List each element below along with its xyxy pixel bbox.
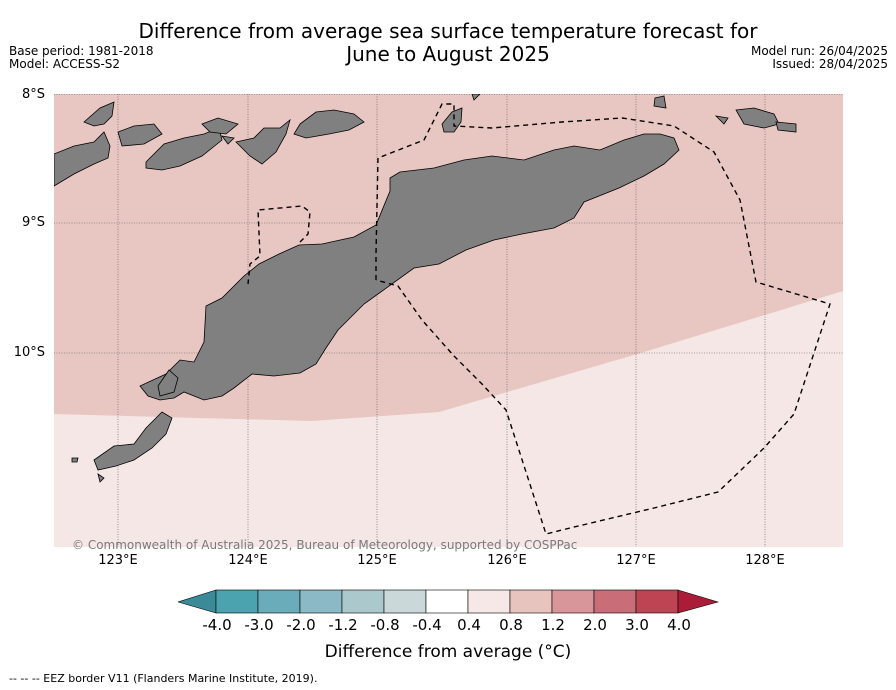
colorbar-extend-high <box>677 589 719 614</box>
alor-island-west <box>83 101 115 127</box>
lon-label-126e: 126°E <box>487 553 527 568</box>
flores-east <box>54 131 111 187</box>
eez-border <box>247 103 831 535</box>
island-k <box>471 94 481 101</box>
copyright-text: © Commonwealth of Australia 2025, Bureau… <box>72 538 578 552</box>
island-f <box>441 107 463 133</box>
colorbar-seg-6 <box>425 589 469 614</box>
colorbar-seg-8 <box>509 589 553 614</box>
wetar-island <box>293 109 365 139</box>
colorbar-seg-2 <box>257 589 301 614</box>
lat-label-9s: 9°S <box>21 215 45 230</box>
cbar-tick: -3.0 <box>244 616 274 634</box>
lon-label-127e: 127°E <box>616 553 656 568</box>
alor-island <box>145 127 223 171</box>
cbar-tick: 3.0 <box>625 616 649 634</box>
lon-label-125e: 125°E <box>357 553 397 568</box>
cbar-tick: 0.8 <box>499 616 523 634</box>
eez-legend-note: -- -- -- EEZ border V11 (Flanders Marine… <box>9 672 318 685</box>
chart-title: Difference from average sea surface temp… <box>0 20 896 66</box>
land-masses <box>54 94 797 483</box>
colorbar-label: Difference from average (°C) <box>324 642 572 662</box>
island-d <box>235 118 291 165</box>
model-text: Model: ACCESS-S2 <box>9 57 121 71</box>
issued-text: Issued: 28/04/2025 <box>772 57 888 71</box>
savu-island <box>93 411 173 471</box>
island-g <box>653 95 667 109</box>
island-e <box>221 135 235 145</box>
colorbar-seg-3 <box>299 589 343 614</box>
island-i <box>775 121 797 133</box>
lat-label-10s: 10°S <box>13 345 45 360</box>
colorbar-seg-1 <box>215 589 259 614</box>
meta-right: Model run: 26/04/2025 Issued: 28/04/2025 <box>751 45 888 71</box>
lat-label-8s: 8°S <box>21 87 45 102</box>
colorbar-extend-low <box>178 589 217 614</box>
cbar-tick: -0.8 <box>370 616 400 634</box>
base-period-text: Base period: 1981-2018 <box>9 44 154 58</box>
cbar-tick: 4.0 <box>667 616 691 634</box>
island-c <box>201 117 239 135</box>
title-line-1: Difference from average sea surface temp… <box>138 19 758 43</box>
cbar-tick: 1.2 <box>541 616 565 634</box>
colorbar-seg-5 <box>383 589 427 614</box>
colorbar <box>178 589 719 614</box>
colorbar-seg-4 <box>341 589 385 614</box>
small-island-b <box>97 473 105 483</box>
cbar-tick: -2.0 <box>286 616 316 634</box>
colorbar-seg-11 <box>635 589 679 614</box>
sst-map <box>54 94 843 547</box>
rote-island <box>157 369 179 397</box>
model-run-text: Model run: 26/04/2025 <box>750 44 888 58</box>
title-line-2: June to August 2025 <box>346 42 550 66</box>
lon-label-128e: 128°E <box>745 553 785 568</box>
meta-left: Base period: 1981-2018 Model: ACCESS-S2 <box>9 45 154 71</box>
timor-island <box>139 133 680 401</box>
lon-label-123e: 123°E <box>98 553 138 568</box>
island-j <box>714 115 729 125</box>
colorbar-seg-7 <box>467 589 511 614</box>
cbar-tick: -4.0 <box>202 616 232 634</box>
colorbar-seg-10 <box>593 589 637 614</box>
cbar-tick: -1.2 <box>328 616 358 634</box>
pantar-island <box>117 123 163 147</box>
cbar-tick: -0.4 <box>412 616 442 634</box>
cbar-tick: 0.4 <box>457 616 481 634</box>
cbar-tick: 2.0 <box>583 616 607 634</box>
small-island-a <box>71 457 79 463</box>
mild-anomaly-region <box>54 291 843 547</box>
lon-label-124e: 124°E <box>228 553 268 568</box>
colorbar-seg-9 <box>551 589 595 614</box>
